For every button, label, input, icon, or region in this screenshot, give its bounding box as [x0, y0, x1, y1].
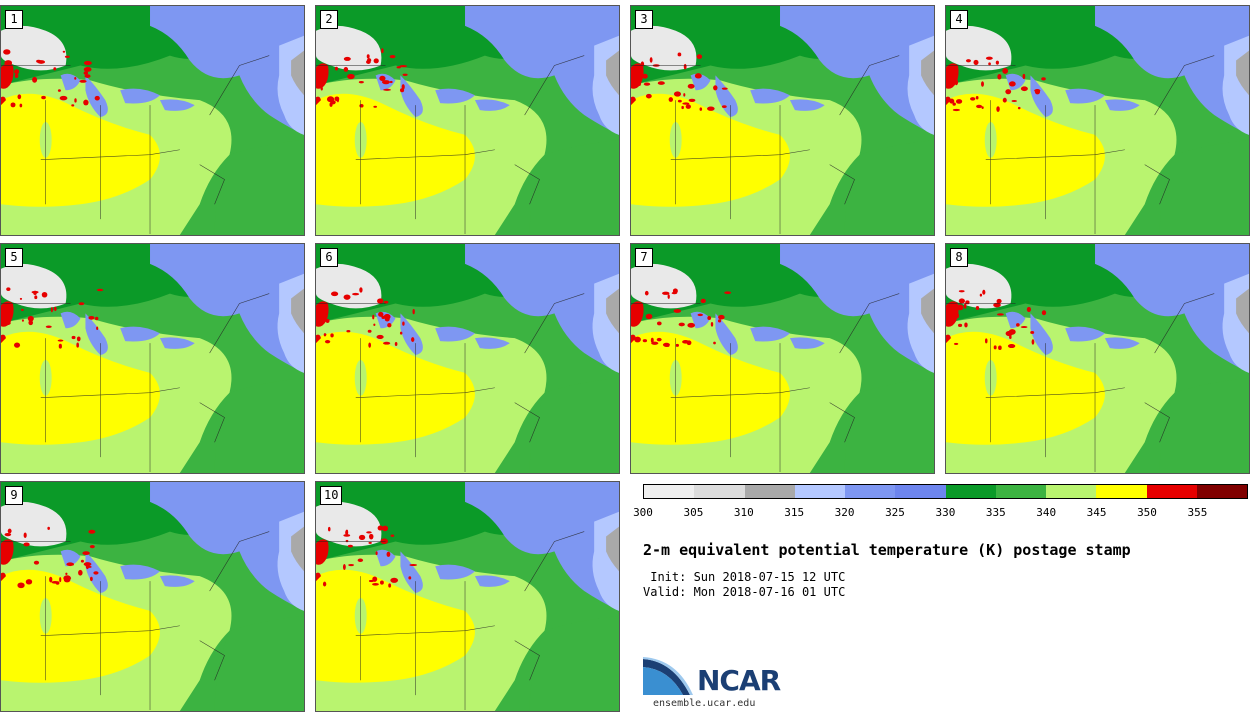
ensemble-member-map: 9 — [0, 481, 305, 712]
colorbar-tick-label: 315 — [784, 506, 805, 519]
colorbar-tick-label: 340 — [1036, 506, 1057, 519]
member-number-label: 1 — [5, 10, 23, 29]
colorbar-swatch — [644, 485, 695, 498]
member-number-label: 7 — [635, 248, 653, 267]
ensemble-member-map: 3 — [630, 5, 935, 236]
member-number-label: 3 — [635, 10, 653, 29]
member-number-label: 2 — [320, 10, 338, 29]
colorbar-tick-label: 320 — [834, 506, 855, 519]
colorbar-tick-label: 335 — [985, 506, 1006, 519]
colorbar-swatch — [995, 485, 1046, 498]
ensemble-member-map: 2 — [315, 5, 620, 236]
colorbar-swatch — [945, 485, 996, 498]
figure-title: 2-m equivalent potential temperature (K)… — [643, 541, 1131, 559]
colorbar-tick-label: 305 — [683, 506, 704, 519]
colorbar-tick-label: 300 — [633, 506, 653, 519]
colorbar-swatch — [895, 485, 946, 498]
ensemble-member-map: 10 — [315, 481, 620, 712]
valid-time: Valid: Mon 2018-07-16 01 UTC — [643, 585, 846, 599]
ensemble-member-map: 7 — [630, 243, 935, 474]
colorbar-swatch — [1196, 485, 1247, 498]
colorbar-tick-label: 330 — [935, 506, 956, 519]
colorbar-tick-label: 345 — [1086, 506, 1107, 519]
ensemble-member-map: 1 — [0, 5, 305, 236]
colorbar — [643, 484, 1248, 499]
member-number-label: 6 — [320, 248, 338, 267]
ensemble-member-map: 4 — [945, 5, 1250, 236]
ncar-logo-text: NCAR — [697, 664, 781, 697]
colorbar-swatch — [794, 485, 845, 498]
colorbar-swatch — [845, 485, 896, 498]
ensemble-url[interactable]: ensemble.ucar.edu — [653, 698, 756, 709]
ensemble-member-map: 8 — [945, 243, 1250, 474]
init-time: Init: Sun 2018-07-15 12 UTC — [643, 570, 846, 584]
member-number-label: 4 — [950, 10, 968, 29]
colorbar-swatch — [1146, 485, 1197, 498]
member-number-label: 8 — [950, 248, 968, 267]
member-number-label: 9 — [5, 486, 23, 505]
ensemble-member-map: 6 — [315, 243, 620, 474]
member-number-label: 5 — [5, 248, 23, 267]
colorbar-swatch — [744, 485, 795, 498]
member-number-label: 10 — [320, 486, 343, 505]
colorbar-tick-label: 310 — [733, 506, 754, 519]
colorbar-tick-label: 350 — [1137, 506, 1157, 519]
ncar-logo-icon — [643, 657, 693, 695]
ensemble-member-map: 5 — [0, 243, 305, 474]
colorbar-tick-label: 325 — [885, 506, 905, 519]
colorbar-swatch — [694, 485, 745, 498]
colorbar-swatch — [1046, 485, 1097, 498]
colorbar-swatch — [1096, 485, 1147, 498]
colorbar-tick-label: 355 — [1187, 506, 1208, 519]
